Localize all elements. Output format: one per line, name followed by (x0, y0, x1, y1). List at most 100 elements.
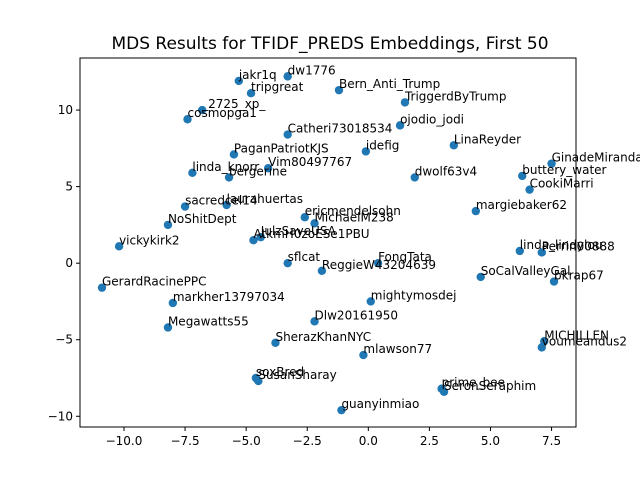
point-label: voumeandus2 (542, 334, 627, 348)
x-tick-label: 0.0 (359, 434, 378, 448)
data-point (515, 246, 525, 256)
point-label: prime_bee (442, 376, 505, 390)
point-label: dw1776 (288, 63, 336, 77)
point-label: TriggerdByTrump (404, 89, 507, 103)
point-label: SoCalValleyGal (481, 264, 571, 278)
data-point (163, 323, 173, 332)
data-point (334, 85, 344, 95)
data-point (310, 219, 319, 228)
x-tick-label: 2.5 (420, 434, 439, 448)
y-tick-label: −5 (55, 333, 73, 347)
point-label: dwolf63v4 (415, 164, 477, 178)
point-label: laurahuertas (227, 192, 303, 206)
point-label: Catheri73018534 (288, 122, 393, 136)
data-point (395, 121, 405, 130)
point-label: soxBred (256, 365, 304, 379)
point-label: mlawson77 (363, 342, 432, 356)
point-label: AtkmH0zoESe1PBU (253, 227, 369, 241)
point-label: idefig (366, 138, 400, 152)
data-point (547, 159, 556, 168)
point-label: bergerine (229, 164, 287, 178)
point-label: LinaReyder (454, 132, 521, 146)
data-point (224, 173, 234, 182)
point-label: cosmopga1 (188, 106, 257, 120)
data-point (439, 387, 449, 396)
plot-frame (79, 57, 577, 428)
point-label: Megawatts55 (168, 314, 249, 328)
data-point (271, 338, 280, 347)
point-label: GinadeMiranda (552, 151, 640, 165)
x-tick-label: −5.0 (232, 434, 261, 448)
data-point (97, 283, 107, 292)
x-axis: −10.0 −7.5 −5.0 −2.5 0.0 2.5 5.0 7.5 (106, 427, 561, 448)
point-label: SeronSeraphim (444, 379, 536, 393)
point-label: GerardRacinePPC (102, 275, 207, 289)
data-point (476, 272, 485, 282)
data-point (310, 317, 319, 326)
data-point (549, 277, 559, 286)
data-point (537, 343, 546, 352)
point-label: bkrap67 (554, 269, 604, 283)
point-label: Bern_Anti_Trump (339, 77, 440, 91)
point-label: ReggieW43204639 (322, 258, 436, 272)
point-label: guanyinmiao (341, 397, 419, 411)
point-label: FongTata (378, 250, 432, 264)
point-label: ojodio_jodi (400, 112, 464, 126)
point-label: CookiMarri (530, 177, 594, 191)
point-label: Perrin00888 (542, 239, 615, 253)
x-tick-label: −10.0 (106, 434, 143, 448)
point-label: Vim80497767 (268, 155, 352, 169)
y-tick-label: 0 (65, 256, 73, 270)
data-point (234, 76, 244, 86)
y-tick-label: 10 (58, 103, 73, 117)
data-point (256, 232, 266, 242)
data-point (449, 141, 459, 150)
data-point (537, 248, 546, 257)
data-point (229, 150, 239, 159)
point-label: ericmendelsohn (305, 204, 401, 218)
chart-title: MDS Results for TFIDF_PREDS Embeddings, … (111, 34, 548, 54)
data-point (300, 213, 309, 222)
data-point (246, 89, 256, 98)
point-label: margiebaker62 (476, 198, 567, 212)
data-point (283, 258, 292, 268)
y-tick-label: 5 (65, 180, 73, 194)
point-label: Dlw20161950 (315, 308, 398, 322)
data-point (263, 164, 273, 173)
data-point (222, 200, 231, 210)
data-point (254, 376, 263, 386)
y-tick-label: −10 (48, 409, 73, 423)
data-point (400, 98, 410, 107)
data-point (197, 105, 207, 115)
y-axis: −10 −5 0 5 10 (48, 103, 80, 423)
point-label: MichaelM238 (315, 210, 394, 224)
data-point (188, 168, 197, 178)
point-label: JulzSaveUSA (260, 224, 337, 238)
x-tick-label: −2.5 (293, 434, 322, 448)
x-tick-label: 5.0 (481, 434, 500, 448)
point-label: buttery_water (522, 163, 606, 177)
point-label: SusanSharay (258, 368, 336, 382)
point-label: vickykirk2 (119, 233, 179, 247)
point-label: NoShitDept (168, 212, 237, 226)
point-label: sflcat (288, 250, 321, 264)
data-point (163, 220, 173, 230)
data-point (114, 242, 124, 251)
point-label: tripgreat (251, 80, 304, 94)
point-label: linda_knorr (192, 160, 259, 174)
x-tick-label: −7.5 (170, 434, 199, 448)
point-label: _2725_xp_ (201, 97, 266, 111)
point-label: PaganPatriotKJS (234, 141, 329, 155)
data-point (366, 297, 375, 306)
point-label: jakr1q (238, 68, 277, 82)
data-point (317, 266, 327, 276)
data-point (283, 130, 292, 139)
point-label: MICHILLEN (544, 328, 609, 342)
data-point (525, 185, 534, 194)
point-label: markher13797034 (173, 290, 285, 304)
point-label: mightymosdej (371, 288, 457, 302)
data-point (359, 350, 368, 360)
